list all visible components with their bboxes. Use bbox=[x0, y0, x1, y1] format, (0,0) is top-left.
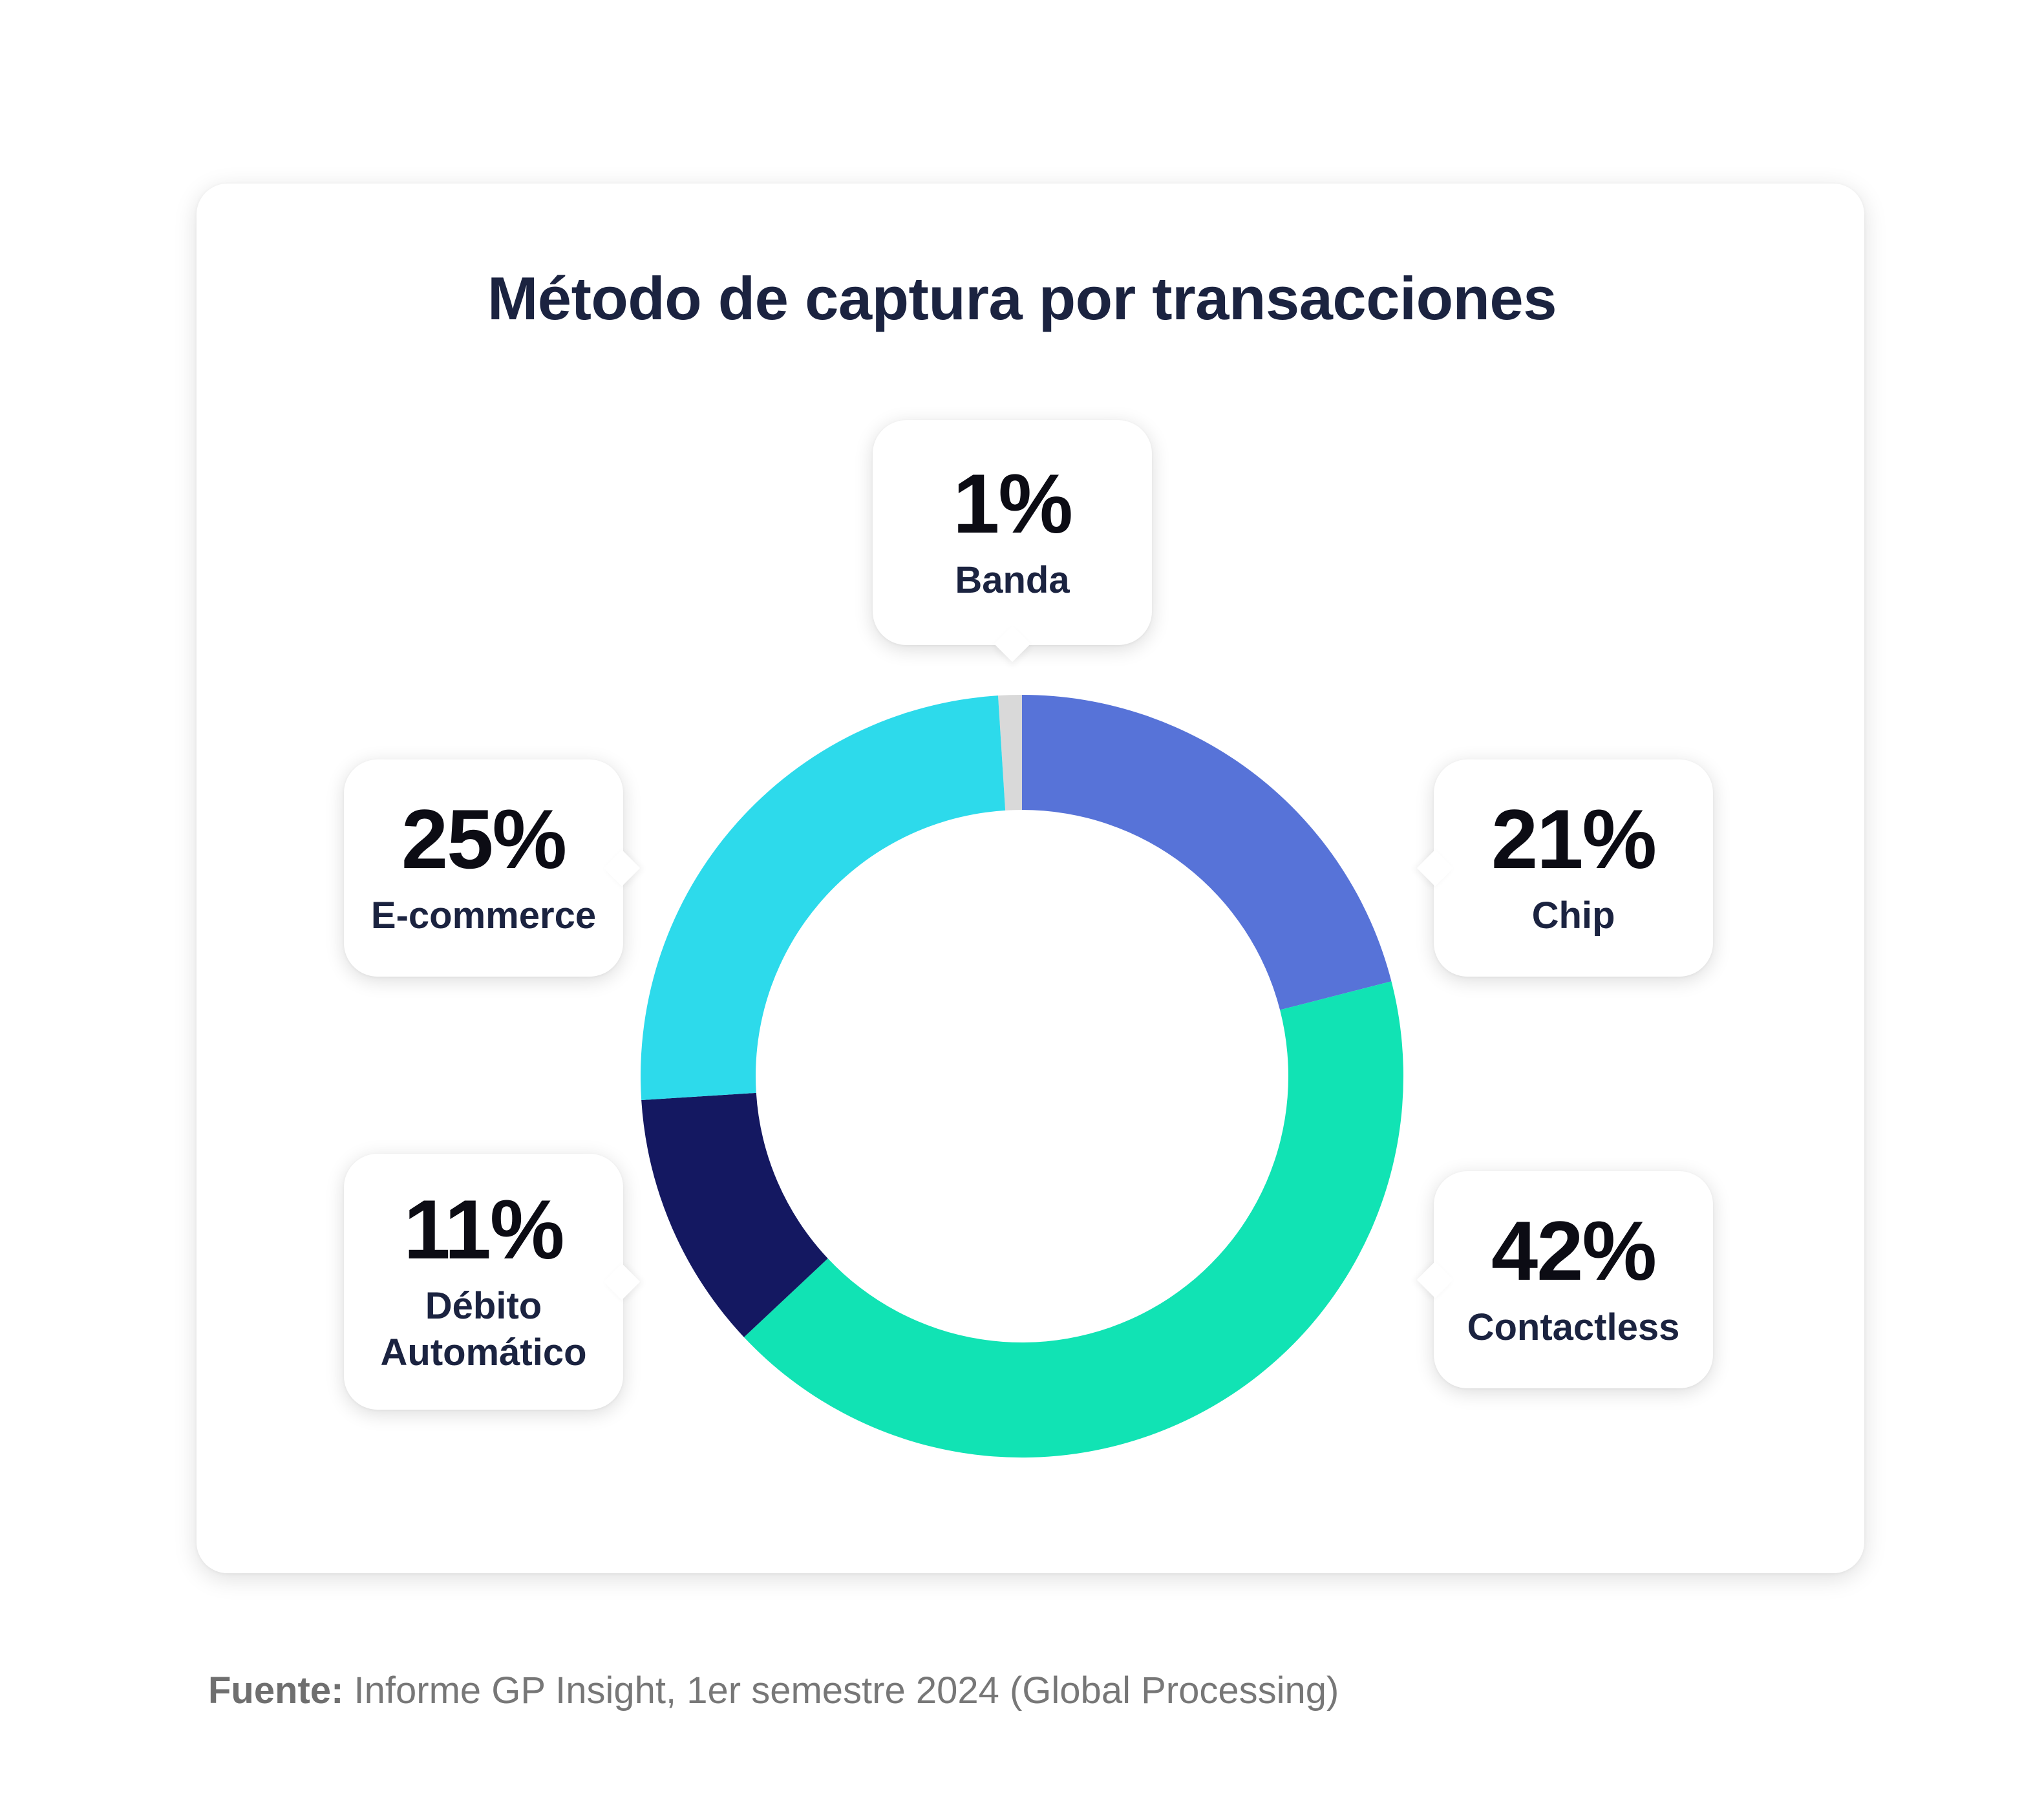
source-text: Informe GP Insight, 1er semestre 2024 (G… bbox=[343, 1670, 1339, 1712]
slice-category-label: Débito Automático bbox=[380, 1284, 587, 1374]
callout-ecommerce: 25% E-commerce bbox=[344, 759, 641, 977]
slice-category-label: Contactless bbox=[1467, 1306, 1680, 1348]
donut-slice-contactless bbox=[743, 981, 1403, 1458]
slice-category-label: Chip bbox=[1531, 894, 1615, 937]
slice-value-label: 21% bbox=[1491, 791, 1657, 886]
slice-value-label: 25% bbox=[401, 791, 567, 886]
slice-category-label: E-commerce bbox=[370, 894, 597, 937]
slice-value-label: 11% bbox=[403, 1182, 564, 1277]
donut-slice-chip bbox=[1022, 695, 1392, 1010]
callout-banda: 1% Banda bbox=[873, 420, 1152, 663]
callout-debito-automatico: 11% Débito Automático bbox=[344, 1154, 641, 1410]
donut-slice-banda bbox=[997, 695, 1022, 811]
source-note: Fuente: Informe GP Insight, 1er semestre… bbox=[208, 1669, 1339, 1712]
slice-value-label: 42% bbox=[1491, 1203, 1657, 1298]
donut-slice-e-commerce bbox=[641, 695, 1006, 1101]
callout-contactless: 42% Contactless bbox=[1416, 1171, 1713, 1388]
slice-category-label: Banda bbox=[955, 558, 1070, 601]
donut-slice-d-bito-autom-tico bbox=[641, 1092, 828, 1337]
chart-title: Método de captura por transacciones bbox=[487, 264, 1557, 332]
slice-value-label: 1% bbox=[953, 456, 1073, 551]
callout-chip: 21% Chip bbox=[1416, 759, 1713, 977]
source-prefix: Fuente: bbox=[208, 1670, 344, 1712]
